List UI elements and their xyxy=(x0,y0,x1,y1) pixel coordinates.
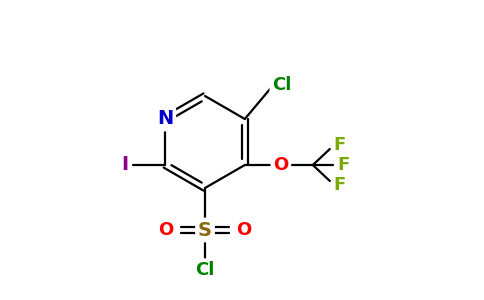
Text: I: I xyxy=(121,155,129,175)
Text: Cl: Cl xyxy=(196,261,215,279)
Text: S: S xyxy=(198,220,212,239)
Text: N: N xyxy=(157,110,173,128)
Text: F: F xyxy=(338,156,350,174)
Text: O: O xyxy=(273,156,288,174)
Text: F: F xyxy=(333,176,346,194)
Text: F: F xyxy=(333,136,346,154)
Text: O: O xyxy=(236,221,252,239)
Text: O: O xyxy=(158,221,174,239)
Text: Cl: Cl xyxy=(272,76,291,94)
